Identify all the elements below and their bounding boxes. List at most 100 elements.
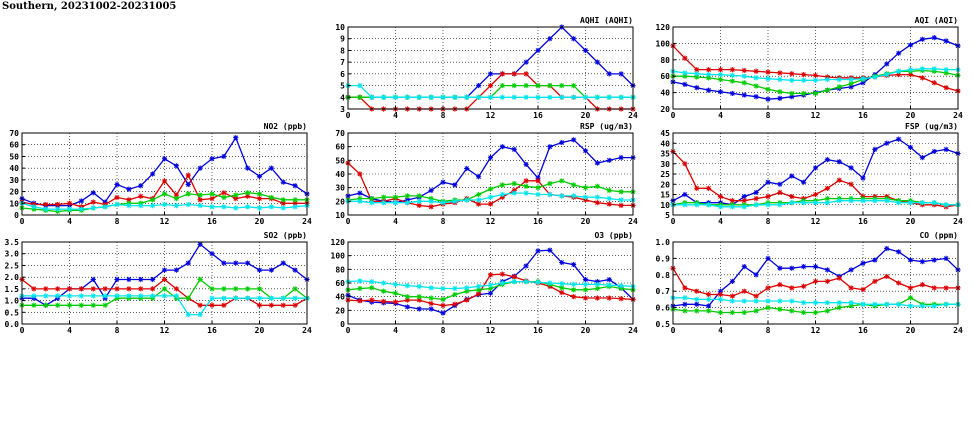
data-point bbox=[126, 197, 132, 203]
data-point bbox=[777, 298, 783, 304]
data-point bbox=[428, 295, 434, 301]
y-tick-label: 20 bbox=[9, 188, 19, 197]
data-point bbox=[801, 300, 807, 306]
y-tick-label: 0.5 bbox=[656, 320, 671, 329]
x-tick-label: 24 bbox=[953, 217, 963, 226]
data-point bbox=[535, 178, 541, 184]
data-point bbox=[404, 197, 410, 203]
data-point bbox=[594, 279, 600, 285]
data-point bbox=[729, 309, 735, 316]
data-point bbox=[919, 155, 925, 161]
data-point bbox=[245, 286, 251, 292]
data-point bbox=[440, 179, 446, 185]
data-point bbox=[161, 293, 168, 299]
series-4 bbox=[345, 278, 636, 292]
data-point bbox=[292, 200, 298, 206]
data-point bbox=[476, 197, 482, 203]
data-point bbox=[150, 293, 156, 299]
data-point bbox=[126, 286, 132, 292]
data-point bbox=[836, 159, 842, 165]
data-point bbox=[185, 201, 191, 208]
data-point bbox=[78, 286, 84, 292]
chart-rsp: 0 4 8 12 16 20 24 10 20 30 40 50 60 70 RSP (ug/m3) bbox=[335, 122, 638, 226]
data-point bbox=[66, 200, 73, 206]
series-4 bbox=[19, 293, 310, 318]
x-tick-label: 24 bbox=[628, 326, 638, 335]
data-point bbox=[150, 286, 156, 292]
y-tick-label: 3.0 bbox=[5, 250, 20, 259]
data-point bbox=[884, 71, 890, 78]
data-point bbox=[694, 308, 700, 314]
data-point bbox=[150, 276, 156, 283]
data-point bbox=[594, 295, 600, 301]
data-point bbox=[706, 303, 712, 309]
x-tick-label: 4 bbox=[718, 217, 723, 226]
data-point bbox=[452, 198, 458, 204]
data-point bbox=[824, 200, 830, 206]
data-point bbox=[369, 200, 375, 206]
data-point bbox=[138, 276, 144, 283]
data-point bbox=[357, 278, 363, 284]
data-point bbox=[161, 201, 168, 208]
data-point bbox=[487, 94, 494, 100]
y-tick-label: 10 bbox=[335, 211, 345, 220]
x-tick-label: 24 bbox=[628, 111, 638, 120]
data-point bbox=[559, 193, 565, 199]
data-point bbox=[452, 182, 458, 188]
data-point bbox=[114, 194, 120, 201]
data-point bbox=[511, 190, 517, 196]
y-tick-label: 120 bbox=[331, 238, 346, 247]
data-point bbox=[931, 66, 937, 72]
data-point bbox=[706, 75, 712, 81]
series-2 bbox=[670, 43, 961, 94]
data-point bbox=[381, 288, 387, 294]
data-point bbox=[943, 301, 949, 307]
y-tick-label: 100 bbox=[331, 252, 346, 261]
data-point bbox=[535, 248, 541, 254]
data-point bbox=[582, 47, 589, 54]
data-point bbox=[43, 286, 49, 292]
data-point bbox=[618, 94, 624, 100]
data-point bbox=[256, 286, 263, 292]
data-point bbox=[381, 194, 387, 200]
x-tick-label: 12 bbox=[160, 217, 170, 226]
data-point bbox=[801, 71, 807, 78]
y-tick-label: 40 bbox=[335, 293, 345, 302]
data-point bbox=[618, 283, 624, 289]
x-axis: 0 4 8 12 16 20 24 bbox=[20, 212, 312, 226]
data-point bbox=[931, 257, 937, 263]
data-point bbox=[753, 298, 759, 304]
data-point bbox=[197, 241, 203, 247]
data-point bbox=[943, 202, 949, 208]
data-point bbox=[907, 285, 914, 291]
data-point bbox=[594, 160, 600, 166]
data-point bbox=[511, 274, 517, 280]
data-point bbox=[280, 205, 286, 211]
data-point bbox=[487, 82, 494, 89]
data-point bbox=[499, 144, 505, 150]
data-point bbox=[717, 296, 724, 302]
data-point bbox=[416, 193, 422, 199]
data-point bbox=[931, 303, 937, 309]
data-point bbox=[221, 153, 227, 160]
data-point bbox=[209, 204, 215, 210]
data-point bbox=[381, 298, 387, 305]
data-point bbox=[872, 74, 878, 80]
data-point bbox=[392, 281, 399, 287]
data-point bbox=[197, 276, 203, 283]
data-point bbox=[404, 283, 410, 289]
x-tick-label: 8 bbox=[115, 217, 120, 226]
y-tick-label: 40 bbox=[660, 139, 670, 148]
data-point bbox=[245, 204, 251, 210]
data-point bbox=[280, 197, 286, 203]
data-point bbox=[884, 245, 890, 252]
series-line bbox=[672, 37, 959, 100]
data-point bbox=[836, 300, 842, 306]
data-point bbox=[571, 36, 577, 42]
data-point bbox=[487, 194, 494, 200]
data-point bbox=[884, 61, 890, 67]
data-point bbox=[765, 86, 771, 92]
data-point bbox=[729, 78, 735, 84]
data-point bbox=[547, 82, 553, 89]
data-point bbox=[499, 191, 505, 198]
